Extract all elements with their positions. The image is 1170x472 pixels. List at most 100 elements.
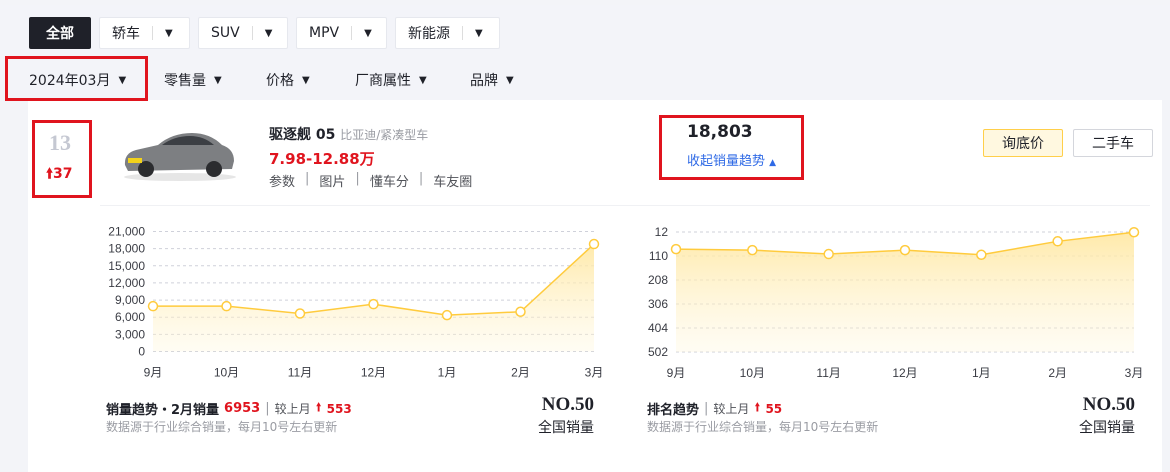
caret-down-icon: ▼: [419, 74, 427, 86]
y-tick-label: 306: [648, 297, 668, 311]
toggle-label: 收起销量趋势: [687, 154, 766, 169]
y-tick-label: 6,000: [115, 310, 145, 324]
filter-month[interactable]: 2024年03月 ▼: [29, 70, 126, 90]
data-note: 数据源于行业综合销量，每月10号左右更新: [106, 420, 338, 434]
tab-label: 新能源: [408, 26, 450, 42]
x-tick-label: 9月: [667, 366, 686, 380]
car-title: 驱逐舰 05 比亚迪/紧凑型车: [269, 124, 428, 144]
arrow-up-icon: 🠙: [315, 400, 322, 414]
sales-total: 18,803: [687, 122, 753, 142]
data-point: [515, 306, 526, 318]
x-tick-label: 12月: [892, 366, 917, 380]
tab-new-energy[interactable]: 新能源 ▼: [395, 17, 500, 49]
x-tick-label: 2月: [1048, 366, 1067, 380]
data-point: [441, 309, 453, 321]
caret-down-icon: ▼: [506, 74, 514, 86]
y-tick-label: 0: [138, 345, 145, 359]
tab-label: MPV: [309, 25, 340, 41]
tab-mpv[interactable]: MPV ▼: [296, 17, 387, 49]
data-point: [670, 243, 682, 255]
caret-down-icon[interactable]: ▼: [475, 27, 483, 39]
data-point: [976, 249, 987, 261]
car-name[interactable]: 驱逐舰 05: [269, 127, 336, 143]
x-tick-label: 10月: [740, 366, 765, 380]
y-tick-label: 3,000: [115, 327, 145, 341]
data-point: [294, 308, 306, 319]
national-rank-label: 全国销量: [1079, 420, 1135, 436]
divider: [462, 26, 463, 40]
arrow-up-icon: 🠙: [754, 400, 761, 414]
tab-label: 轿车: [112, 26, 140, 42]
y-tick-label: 208: [648, 273, 668, 287]
sales-change: 553: [326, 401, 352, 416]
inquire-price-button[interactable]: 询底价: [983, 129, 1063, 157]
link-community[interactable]: 车友圈: [433, 175, 473, 190]
sales-title: 销量趋势・2月销量: [106, 403, 220, 418]
data-point: [221, 300, 232, 312]
caret-down-icon: ▼: [118, 74, 127, 86]
tab-all[interactable]: 全部: [29, 17, 91, 49]
sales-month-value: 6953: [224, 401, 261, 416]
rank-change: 🠙37: [46, 163, 73, 187]
y-tick-label: 110: [649, 249, 668, 263]
car-image[interactable]: [120, 125, 240, 183]
filter-label: 品牌: [470, 73, 498, 89]
link-params[interactable]: 参数: [269, 175, 296, 190]
national-rank: NO.50: [541, 394, 594, 415]
data-point: [747, 244, 758, 256]
x-tick-label: 11月: [288, 366, 312, 380]
sales-trend-chart: 0 3,000 6,000 9,000 12,000 15,000 18,000 21,000…: [108, 225, 604, 380]
x-tick-label: 11月: [816, 366, 840, 380]
x-tick-label: 9月: [144, 366, 163, 380]
x-tick-label: 12月: [361, 366, 386, 380]
data-point: [1128, 226, 1140, 238]
divider: [152, 26, 153, 40]
highlight-sales: [659, 115, 804, 180]
data-point: [588, 238, 600, 250]
rank-number: 13: [49, 130, 71, 155]
highlight-rank: [32, 120, 92, 198]
arrow-up-icon: 🠙: [46, 166, 54, 182]
data-note: 数据源于行业综合销量，每月10号左右更新: [647, 420, 879, 434]
car-links: 参数 | 图片 | 懂车分 | 车友圈: [269, 171, 473, 190]
rank-change-value: 37: [53, 166, 73, 182]
tab-sedan[interactable]: 轿车 ▼: [99, 17, 190, 49]
collapse-trend-toggle[interactable]: 收起销量趋势 ▲: [687, 150, 776, 169]
divider: [100, 205, 1150, 206]
caret-down-icon[interactable]: ▼: [264, 27, 273, 39]
filter-maker[interactable]: 厂商属性 ▼: [355, 70, 427, 90]
car-brand-type: 比亚迪/紧凑型车: [340, 128, 429, 142]
compare-label: 较上月: [713, 402, 750, 416]
used-car-button[interactable]: 二手车: [1073, 129, 1153, 157]
tab-label: SUV: [211, 25, 240, 41]
filter-bar-bg: [0, 5, 1170, 100]
filter-retail[interactable]: 零售量 ▼: [164, 70, 222, 90]
rank-summary: 排名趋势 | 较上月 🠙 55: [647, 400, 783, 418]
national-rank-label: 全国销量: [538, 420, 594, 436]
link-photos[interactable]: 图片: [319, 175, 346, 190]
x-tick-label: 10月: [214, 366, 239, 380]
caret-down-icon[interactable]: ▼: [165, 27, 173, 39]
filter-brand[interactable]: 品牌 ▼: [470, 70, 514, 90]
data-point: [899, 244, 911, 256]
rank-trend-chart: 12 110 208 306 404 502 9月 10月 11月 12月 1月 2月 3月: [648, 225, 1143, 380]
filter-label: 零售量: [164, 73, 206, 89]
compare-label: 较上月: [274, 402, 311, 416]
y-tick-label: 21,000: [108, 225, 145, 239]
caret-down-icon: ▼: [302, 74, 310, 86]
y-tick-label: 502: [648, 345, 668, 359]
filter-price[interactable]: 价格 ▼: [266, 70, 310, 90]
x-tick-label: 2月: [511, 366, 530, 380]
y-tick-label: 12,000: [108, 276, 145, 290]
caret-down-icon: ▼: [214, 74, 222, 86]
x-tick-label: 3月: [585, 366, 604, 380]
filter-label: 厂商属性: [355, 73, 411, 89]
caret-down-icon[interactable]: ▼: [364, 27, 372, 39]
y-tick-label: 404: [648, 321, 668, 335]
divider: [351, 26, 353, 40]
tab-suv[interactable]: SUV ▼: [198, 17, 288, 49]
link-score[interactable]: 懂车分: [369, 175, 409, 190]
tab-label: 全部: [46, 26, 74, 42]
highlight-month-filter: [5, 56, 148, 101]
y-tick-label: 18,000: [108, 242, 145, 256]
